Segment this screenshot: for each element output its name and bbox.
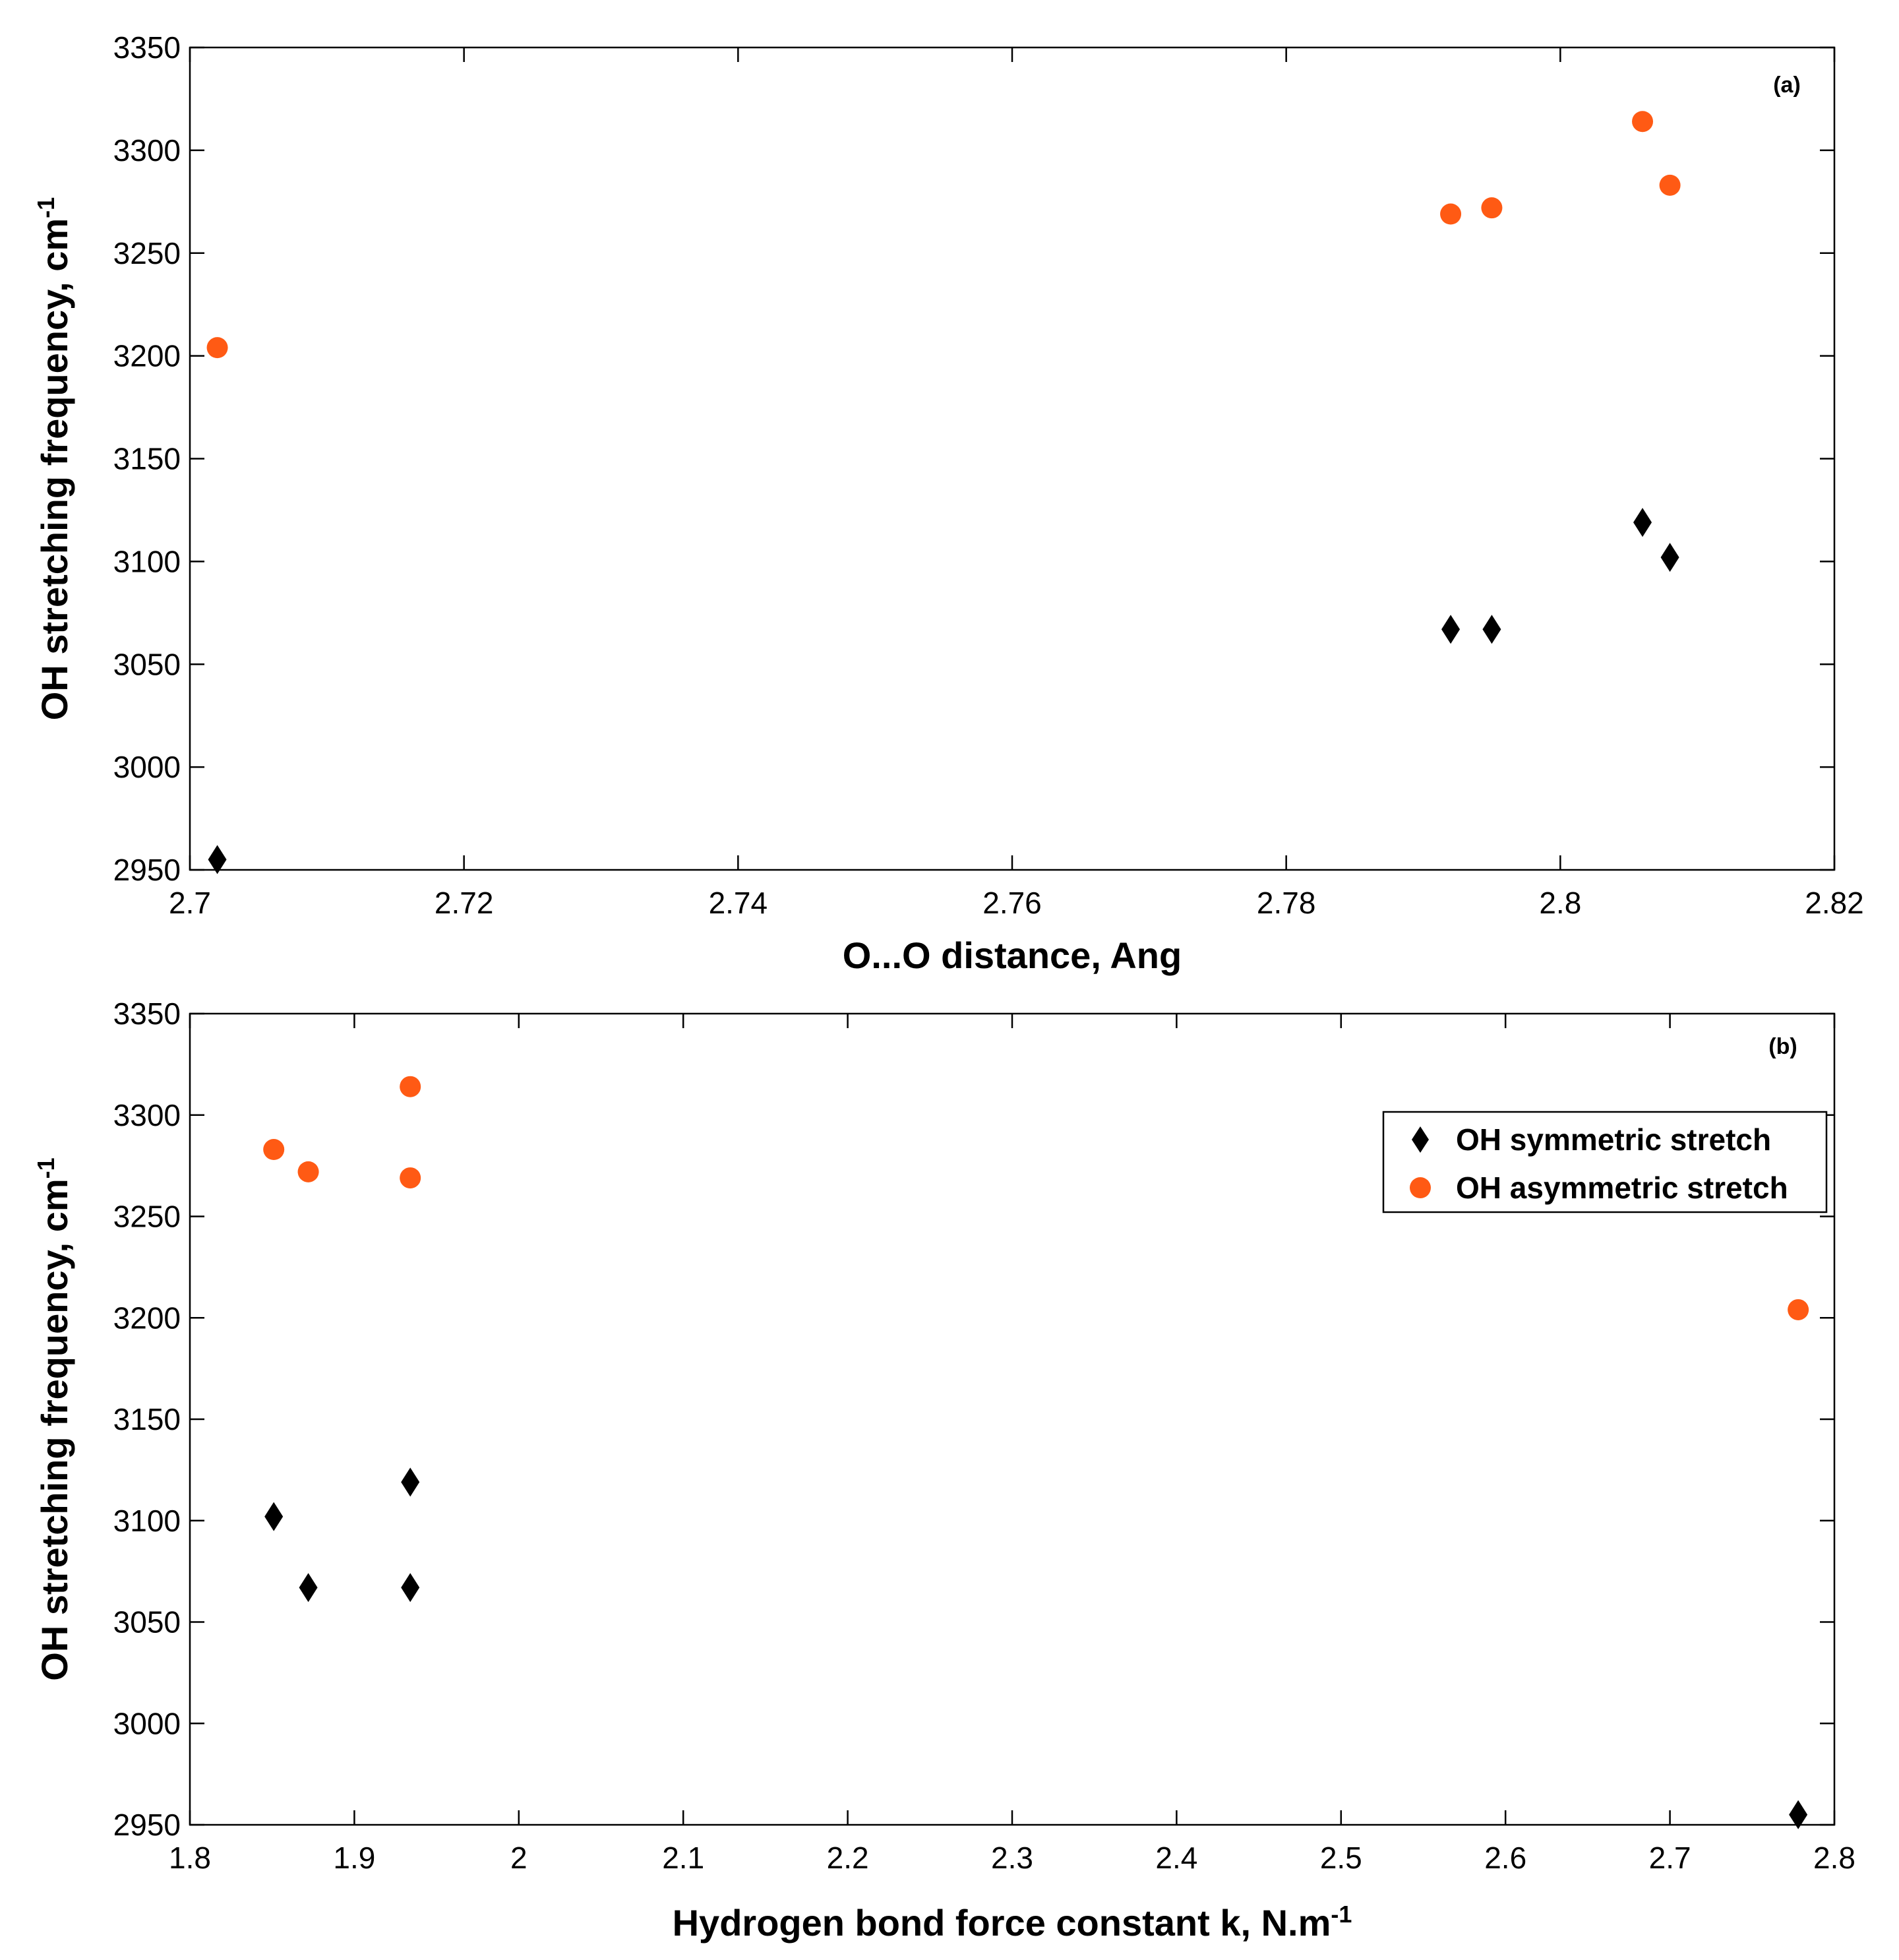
panel-a-xtick-label: 2.78 bbox=[1257, 886, 1316, 920]
panel-a-xtick-label: 2.7 bbox=[169, 886, 211, 920]
panel-a-asymmetric-point bbox=[206, 337, 228, 359]
panel-b-xtick-labels: 1.8 1.9 2 2.1 2.2 2.3 2.4 2.5 2.6 2.7 2.8 bbox=[169, 1841, 1855, 1875]
panel-b-ytick-label: 2950 bbox=[113, 1808, 181, 1842]
panel-a-symmetric-point bbox=[1441, 615, 1461, 644]
panel-a-symmetric-point bbox=[1660, 543, 1679, 572]
panel-a-xtick-labels: 2.7 2.72 2.74 2.76 2.78 2.8 2.82 bbox=[169, 886, 1864, 920]
panel-a-ytick-label: 3300 bbox=[113, 133, 181, 168]
panel-a-symmetric-point bbox=[1633, 508, 1652, 537]
legend-symmetric-marker bbox=[1412, 1126, 1429, 1153]
panel-b-x-axis-title-sup: -1 bbox=[1331, 1901, 1352, 1928]
panel-a-asymmetric-point bbox=[1632, 111, 1654, 133]
panel-a-xtick-label: 2.82 bbox=[1805, 886, 1864, 920]
panel-b-asymmetric-point bbox=[400, 1167, 421, 1189]
panel-b-markers bbox=[263, 1076, 1809, 1829]
panel-b: 2950 3000 3050 3100 3150 3200 3250 3300 3350 1.8… bbox=[32, 996, 1855, 1944]
panel-b-ytick-label: 3200 bbox=[113, 1301, 181, 1335]
panel-b-xtick-label: 2.5 bbox=[1320, 1841, 1362, 1875]
panel-b-ytick-label: 3350 bbox=[113, 996, 181, 1031]
panel-a-asymmetric-point bbox=[1440, 203, 1462, 225]
panel-b-xtick-label: 2.2 bbox=[827, 1841, 869, 1875]
panel-a-ytick-labels: 2950 3000 3050 3100 3150 3200 3250 3300 3350 bbox=[113, 30, 181, 887]
panel-b-ytick-label: 3250 bbox=[113, 1200, 181, 1234]
panel-a-ytick-label: 3000 bbox=[113, 750, 181, 784]
panel-a-x-axis-title: O...O distance, Ang bbox=[843, 934, 1182, 976]
legend-asymmetric-marker bbox=[1410, 1177, 1431, 1198]
panel-b-ytick-labels: 2950 3000 3050 3100 3150 3200 3250 3300 3350 bbox=[113, 996, 181, 1842]
legend-box bbox=[1382, 1111, 1828, 1213]
panel-a: 2950 3000 3050 3100 3150 3200 3250 3300 3350 2.7… bbox=[32, 30, 1864, 976]
panel-b-xtick-label: 2.6 bbox=[1484, 1841, 1526, 1875]
panel-b-ytick-label: 3100 bbox=[113, 1504, 181, 1538]
panel-b-label: (b) bbox=[1768, 1034, 1797, 1059]
panel-b-xtick-label: 2 bbox=[510, 1841, 528, 1875]
panel-a-ytick-label: 3100 bbox=[113, 544, 181, 578]
panel-b-xtick-label: 1.8 bbox=[169, 1841, 211, 1875]
panel-b-y-axis-title: OH stretching frequency, cm-1 bbox=[32, 1157, 76, 1680]
panel-a-ytick-label: 3150 bbox=[113, 442, 181, 476]
panel-a-ytick-label: 3350 bbox=[113, 30, 181, 65]
panel-b-asymmetric-point bbox=[1788, 1299, 1809, 1320]
panel-a-symmetric-point bbox=[1482, 615, 1501, 644]
panel-a-y-axis-title: OH stretching frequency, cm-1 bbox=[32, 197, 76, 720]
panel-b-y-axis-title-sup: -1 bbox=[32, 1157, 59, 1179]
panel-b-asymmetric-point bbox=[400, 1076, 421, 1097]
panel-a-asymmetric-point bbox=[1481, 197, 1503, 219]
legend: OH symmetric stretch OH asymmetric stret… bbox=[1382, 1111, 1828, 1213]
panel-a-asymmetric-point bbox=[1659, 174, 1681, 196]
panel-b-asymmetric-point bbox=[297, 1161, 319, 1182]
panel-a-ticks bbox=[189, 46, 1836, 871]
panel-a-xtick-label: 2.74 bbox=[709, 886, 768, 920]
panel-a-ytick-label: 3050 bbox=[113, 647, 181, 681]
panel-b-xtick-label: 1.9 bbox=[333, 1841, 375, 1875]
panel-b-ytick-label: 3000 bbox=[113, 1706, 181, 1740]
panel-b-symmetric-point bbox=[1789, 1800, 1808, 1829]
panel-b-symmetric-point bbox=[401, 1467, 420, 1497]
panel-b-ytick-label: 3050 bbox=[113, 1605, 181, 1639]
legend-symmetric-label: OH symmetric stretch bbox=[1456, 1122, 1771, 1157]
panel-a-y-axis-title-sup: -1 bbox=[32, 197, 59, 218]
panel-a-y-axis-title-main: OH stretching frequency, cm bbox=[34, 218, 75, 720]
panel-b-xtick-label: 2.3 bbox=[991, 1841, 1033, 1875]
panel-b-ytick-label: 3300 bbox=[113, 1098, 181, 1132]
panel-a-xtick-label: 2.76 bbox=[982, 886, 1042, 920]
legend-asymmetric-label: OH asymmetric stretch bbox=[1456, 1171, 1788, 1205]
panel-a-ytick-label: 3200 bbox=[113, 339, 181, 373]
panel-a-ytick-label: 3250 bbox=[113, 236, 181, 270]
panel-b-xtick-label: 2.7 bbox=[1649, 1841, 1691, 1875]
panel-a-symmetric-point bbox=[208, 845, 227, 874]
panel-a-ytick-label: 2950 bbox=[113, 853, 181, 887]
panel-a-xtick-label: 2.8 bbox=[1539, 886, 1581, 920]
panel-a-xtick-label: 2.72 bbox=[435, 886, 494, 920]
panel-b-xtick-label: 2.8 bbox=[1813, 1841, 1855, 1875]
panel-b-xtick-label: 2.4 bbox=[1155, 1841, 1197, 1875]
panel-b-asymmetric-point bbox=[263, 1139, 285, 1161]
panel-b-axes-frame bbox=[189, 1012, 1836, 1826]
panel-b-ticks bbox=[189, 1012, 1836, 1826]
panel-b-x-axis-title-main: Hydrogen bond force constant k, N.m bbox=[673, 1902, 1331, 1944]
panel-b-symmetric-point bbox=[401, 1573, 420, 1603]
panel-b-xtick-label: 2.1 bbox=[662, 1841, 704, 1875]
panel-a-markers bbox=[206, 111, 1681, 874]
panel-b-ytick-label: 3150 bbox=[113, 1402, 181, 1436]
panel-b-y-axis-title-main: OH stretching frequency, cm bbox=[34, 1179, 75, 1680]
panel-b-symmetric-point bbox=[299, 1573, 318, 1603]
panel-b-x-axis-title: Hydrogen bond force constant k, N.m-1 bbox=[673, 1901, 1352, 1944]
panel-b-symmetric-point bbox=[264, 1502, 284, 1531]
panel-a-axes-frame bbox=[189, 46, 1836, 871]
panel-a-label: (a) bbox=[1773, 73, 1801, 98]
